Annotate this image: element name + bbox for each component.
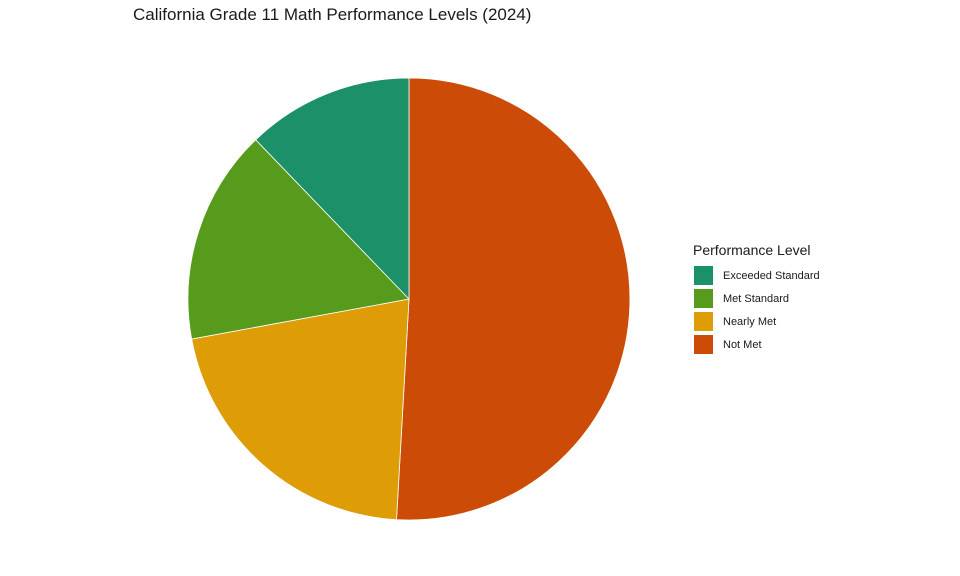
legend-label: Met Standard [723,292,790,305]
legend-label: Exceeded Standard [723,269,820,282]
legend: Performance Level Exceeded Standard Met … [693,242,820,356]
legend-label: Not Met [723,338,762,351]
legend-item-exceeded-standard: Exceeded Standard [693,264,820,287]
legend-label: Nearly Met [723,315,777,328]
pie-slice-exceeded-standard [255,77,410,300]
pie-slice-nearly-met [191,298,410,521]
pie-slice-met-standard [187,139,410,340]
legend-title: Performance Level [693,242,811,258]
legend-item-nearly-met: Nearly Met [693,310,820,333]
legend-swatch [693,334,714,355]
legend-item-not-met: Not Met [693,333,820,356]
legend-swatch [693,265,714,286]
legend-item-met-standard: Met Standard [693,287,820,310]
pie-slice-not-met [396,77,631,521]
chart-title: California Grade 11 Math Performance Lev… [133,5,532,24]
legend-swatch [693,288,714,309]
legend-swatch [693,311,714,332]
